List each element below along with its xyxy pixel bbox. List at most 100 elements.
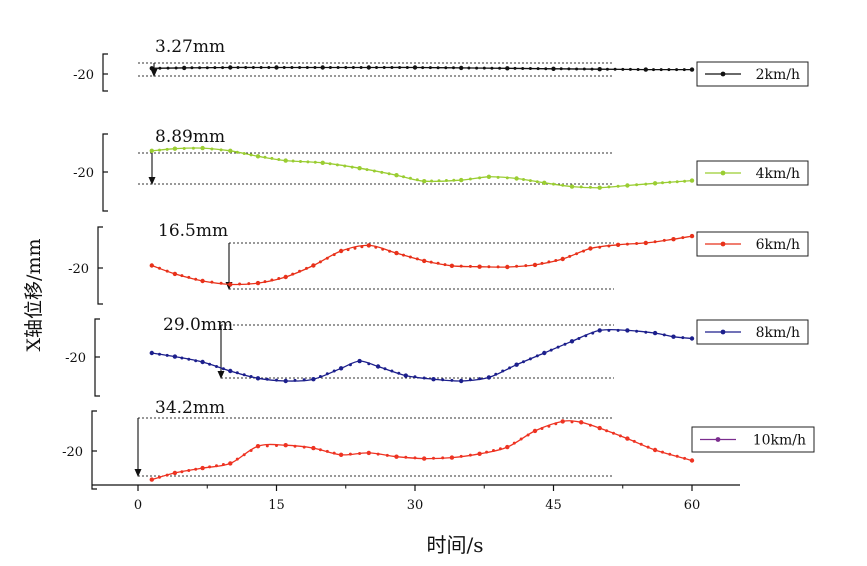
data-point	[597, 425, 602, 431]
series-marker	[482, 66, 486, 70]
series-marker	[290, 66, 294, 69]
data-point	[283, 378, 288, 384]
data-point	[569, 339, 575, 344]
series-marker	[208, 362, 212, 366]
data-point	[486, 174, 492, 179]
series-marker	[468, 177, 472, 181]
x-tick-label: 45	[545, 498, 562, 513]
series-marker	[194, 359, 198, 363]
series-marker	[302, 445, 306, 449]
x-tick-label: 0	[134, 498, 142, 513]
series-marker	[390, 66, 394, 69]
series-marker	[535, 180, 539, 184]
data-point	[505, 444, 510, 450]
series-marker	[332, 253, 336, 257]
y-axis-bracket	[97, 226, 103, 305]
series-marker	[519, 437, 523, 441]
data-point	[597, 67, 602, 72]
series-marker	[632, 439, 636, 443]
data-point	[422, 258, 427, 264]
series-marker	[382, 66, 386, 69]
data-point	[366, 65, 371, 70]
series-marker	[561, 183, 565, 187]
data-point	[394, 454, 399, 459]
data-point	[505, 66, 510, 71]
series-marker	[318, 448, 322, 452]
series-marker	[505, 176, 509, 180]
series-marker	[584, 334, 588, 338]
data-point	[283, 443, 288, 448]
series-marker	[299, 160, 302, 163]
y-tick-label: -20	[73, 68, 94, 83]
series-marker	[675, 454, 679, 458]
series-marker	[291, 159, 295, 163]
data-point	[311, 377, 316, 382]
data-point	[459, 378, 464, 384]
series-marker	[387, 172, 391, 176]
series-marker	[628, 67, 632, 71]
data-point	[338, 452, 344, 457]
y-tick-label: -20	[73, 166, 94, 181]
series-marker	[563, 342, 567, 346]
series-marker	[430, 179, 434, 183]
series-marker	[350, 165, 354, 169]
series-marker	[528, 179, 532, 183]
series-marker	[667, 68, 671, 72]
series-marker	[210, 147, 214, 151]
data-point	[274, 65, 279, 70]
series-marker	[598, 245, 602, 249]
range-annotation: 3.27mm	[155, 37, 225, 57]
series-marker	[325, 256, 329, 260]
series-marker	[547, 260, 551, 264]
series-marker	[318, 375, 322, 378]
series-marker	[468, 378, 472, 382]
series-marker	[552, 182, 555, 186]
series-marker	[180, 470, 184, 474]
series-marker	[313, 160, 317, 164]
data-point	[149, 263, 154, 268]
series-marker	[405, 66, 409, 69]
data-point	[643, 240, 648, 246]
series-marker	[612, 431, 615, 435]
series-marker	[242, 152, 246, 155]
series-marker	[616, 184, 620, 188]
series-marker	[616, 328, 620, 332]
series-marker	[675, 180, 679, 184]
series-marker	[515, 264, 519, 268]
series-marker	[478, 176, 482, 180]
legend-8km-per-h: 8km/h	[696, 319, 809, 345]
series-marker	[522, 178, 525, 181]
series-marker	[413, 456, 417, 460]
data-point	[228, 282, 233, 287]
series-marker	[328, 66, 332, 69]
series-marker	[605, 67, 609, 71]
data-point	[597, 328, 602, 333]
series-marker	[444, 179, 448, 182]
series-marker	[621, 67, 625, 71]
series-marker	[605, 429, 609, 433]
data-point	[311, 263, 316, 268]
series-marker	[358, 452, 362, 455]
series-marker	[540, 427, 544, 430]
arrow-head	[148, 177, 156, 185]
series-marker	[544, 67, 548, 71]
series-marker	[336, 66, 340, 69]
series-marker	[343, 164, 347, 168]
series-marker	[165, 353, 169, 357]
data-point	[652, 447, 658, 453]
series-marker	[582, 249, 585, 253]
series-marker	[263, 155, 267, 159]
series-marker	[646, 445, 650, 449]
legend-label: 8km/h	[756, 325, 800, 341]
series-marker	[661, 181, 664, 185]
legend-swatch-marker	[720, 241, 726, 247]
series-marker	[468, 264, 472, 268]
series-marker	[681, 236, 685, 240]
series-marker	[380, 170, 384, 174]
data-point	[182, 65, 187, 71]
data-point	[422, 179, 427, 184]
series-marker	[513, 66, 517, 70]
series-marker	[575, 252, 579, 256]
series-marker	[682, 68, 686, 72]
